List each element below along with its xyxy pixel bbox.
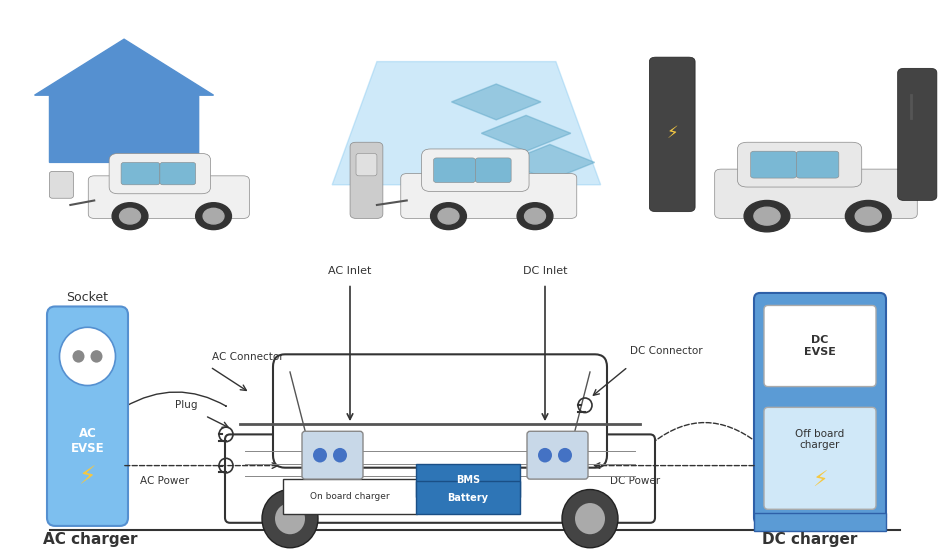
FancyBboxPatch shape (88, 176, 249, 218)
FancyBboxPatch shape (416, 481, 520, 515)
FancyBboxPatch shape (47, 306, 128, 526)
FancyBboxPatch shape (356, 153, 377, 176)
FancyArrowPatch shape (124, 392, 226, 407)
FancyBboxPatch shape (796, 151, 839, 178)
FancyBboxPatch shape (527, 431, 588, 479)
Polygon shape (332, 62, 600, 185)
FancyBboxPatch shape (650, 57, 695, 212)
FancyBboxPatch shape (475, 158, 511, 183)
Circle shape (855, 207, 882, 225)
Circle shape (262, 489, 318, 548)
Circle shape (60, 327, 116, 385)
FancyBboxPatch shape (751, 151, 796, 178)
FancyBboxPatch shape (273, 354, 607, 468)
FancyArrowPatch shape (653, 423, 758, 443)
Circle shape (846, 200, 891, 232)
Circle shape (562, 489, 618, 548)
FancyBboxPatch shape (754, 293, 886, 524)
Circle shape (313, 448, 327, 463)
Circle shape (558, 448, 572, 463)
FancyBboxPatch shape (898, 68, 937, 200)
FancyBboxPatch shape (434, 158, 475, 183)
Circle shape (275, 503, 305, 534)
Circle shape (538, 448, 552, 463)
FancyBboxPatch shape (225, 435, 655, 523)
Text: Battery: Battery (448, 493, 489, 503)
FancyBboxPatch shape (350, 142, 383, 218)
Circle shape (203, 208, 224, 224)
Circle shape (744, 200, 790, 232)
FancyBboxPatch shape (49, 171, 73, 198)
Text: AC Connector: AC Connector (212, 352, 283, 362)
Text: ⚡: ⚡ (813, 471, 828, 491)
FancyBboxPatch shape (754, 514, 886, 531)
Circle shape (73, 350, 84, 363)
Text: ⚡: ⚡ (667, 124, 678, 142)
Polygon shape (481, 115, 571, 151)
FancyBboxPatch shape (421, 149, 529, 192)
Text: DC Fast Charging: DC Fast Charging (643, 44, 764, 57)
Circle shape (517, 203, 553, 230)
Circle shape (196, 203, 231, 230)
Polygon shape (505, 144, 595, 180)
Circle shape (431, 203, 467, 230)
Text: Plug: Plug (175, 400, 198, 410)
FancyBboxPatch shape (401, 174, 577, 218)
Text: DC Power: DC Power (610, 476, 660, 486)
Polygon shape (452, 84, 541, 120)
FancyBboxPatch shape (160, 162, 196, 185)
FancyBboxPatch shape (109, 153, 210, 194)
Circle shape (119, 208, 140, 224)
Text: DC Inlet: DC Inlet (523, 267, 567, 276)
Circle shape (575, 503, 605, 534)
Circle shape (754, 207, 780, 225)
Text: DC Connector: DC Connector (630, 346, 703, 356)
Text: On board charger: On board charger (311, 492, 390, 501)
Text: BMS: BMS (456, 475, 480, 485)
Text: Socket: Socket (66, 291, 109, 305)
FancyBboxPatch shape (738, 142, 862, 187)
Polygon shape (34, 39, 214, 95)
Text: DC charger: DC charger (762, 532, 858, 547)
Text: AC Level 2: AC Level 2 (330, 44, 402, 57)
Circle shape (525, 208, 545, 224)
Text: AC Inlet: AC Inlet (329, 267, 371, 276)
Polygon shape (49, 73, 199, 162)
FancyBboxPatch shape (121, 162, 160, 185)
Text: AC
EVSE: AC EVSE (71, 427, 104, 455)
Text: AC Power: AC Power (140, 476, 189, 486)
Circle shape (112, 203, 148, 230)
FancyBboxPatch shape (302, 431, 363, 479)
Circle shape (333, 448, 347, 463)
FancyBboxPatch shape (764, 305, 876, 386)
Text: AC Level 1: AC Level 1 (17, 44, 90, 57)
Circle shape (91, 350, 102, 363)
FancyBboxPatch shape (764, 407, 876, 509)
Text: Off board
charger: Off board charger (795, 429, 845, 450)
Circle shape (438, 208, 459, 224)
FancyBboxPatch shape (715, 169, 918, 218)
Text: ⚡: ⚡ (79, 465, 97, 489)
Text: DC
EVSE: DC EVSE (804, 335, 836, 357)
FancyBboxPatch shape (416, 464, 520, 497)
Text: AC charger: AC charger (43, 532, 137, 547)
FancyBboxPatch shape (283, 479, 417, 515)
